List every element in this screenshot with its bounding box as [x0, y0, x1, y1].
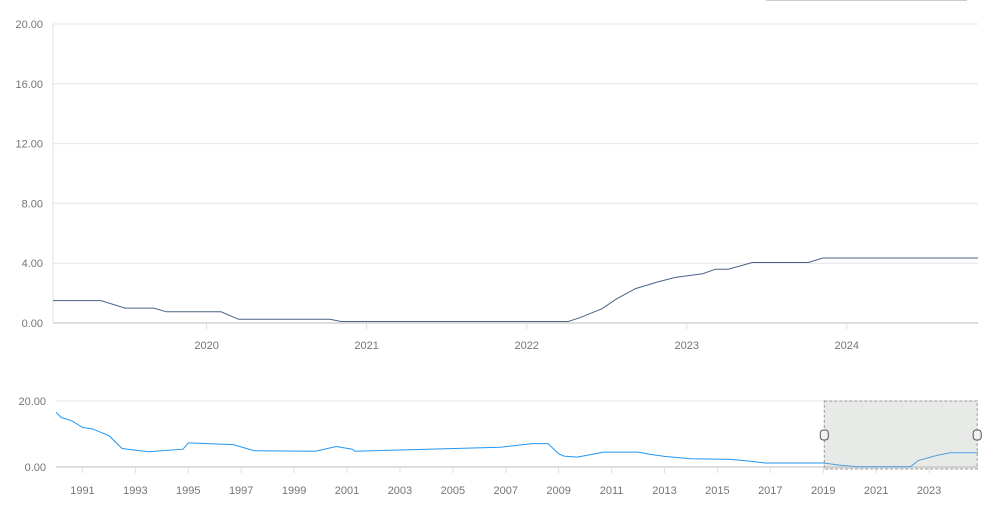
x-tick-label: 2011 — [600, 485, 624, 497]
navigator-selection[interactable] — [823, 400, 978, 470]
y-tick-label: 20.00 — [18, 396, 46, 408]
navigator-handle[interactable] — [819, 429, 829, 441]
navigator-handle[interactable] — [972, 429, 982, 441]
x-tick-label: 2003 — [388, 485, 412, 497]
x-tick-label: 2015 — [705, 485, 729, 497]
navigator-chart[interactable]: 0.00 20.00 1991 1993 1995 1997 1999 2001 2003 200… — [18, 396, 982, 497]
x-tick-label: 2021 — [354, 340, 378, 352]
x-tick-label: 1999 — [282, 485, 306, 497]
x-tick-label: 2023 — [674, 340, 698, 352]
x-tick-label: 2005 — [441, 485, 465, 497]
x-tick-label: 2017 — [758, 485, 782, 497]
x-tick-label: 2020 — [194, 340, 218, 352]
x-tick-label: 1995 — [176, 485, 200, 497]
x-tick-label: 2023 — [917, 485, 941, 497]
x-tick-label: 2007 — [494, 485, 518, 497]
top-divider — [766, 0, 967, 1]
x-tick-label: 2009 — [546, 485, 570, 497]
y-tick-label: 4.00 — [22, 258, 43, 270]
y-tick-label: 12.00 — [15, 139, 43, 151]
x-tick-label: 2022 — [514, 340, 538, 352]
y-tick-label: 20.00 — [15, 19, 43, 31]
x-tick-label: 2024 — [835, 340, 859, 352]
x-tick-label: 2013 — [652, 485, 676, 497]
main-chart: 0.00 4.00 8.00 12.00 16.00 20.00 2020 2021 2022 2… — [15, 19, 978, 352]
series-line — [55, 411, 978, 468]
x-tick-label: 2019 — [811, 485, 835, 497]
x-tick-label: 1991 — [70, 485, 94, 497]
x-tick-label: 1993 — [123, 485, 147, 497]
y-tick-label: 0.00 — [25, 462, 46, 474]
y-tick-label: 8.00 — [22, 198, 43, 210]
y-tick-label: 16.00 — [15, 79, 43, 91]
series-line — [53, 257, 978, 322]
y-tick-label: 0.00 — [22, 318, 43, 330]
x-tick-label: 1997 — [229, 485, 253, 497]
x-tick-label: 2021 — [864, 485, 888, 497]
x-tick-label: 2001 — [335, 485, 359, 497]
